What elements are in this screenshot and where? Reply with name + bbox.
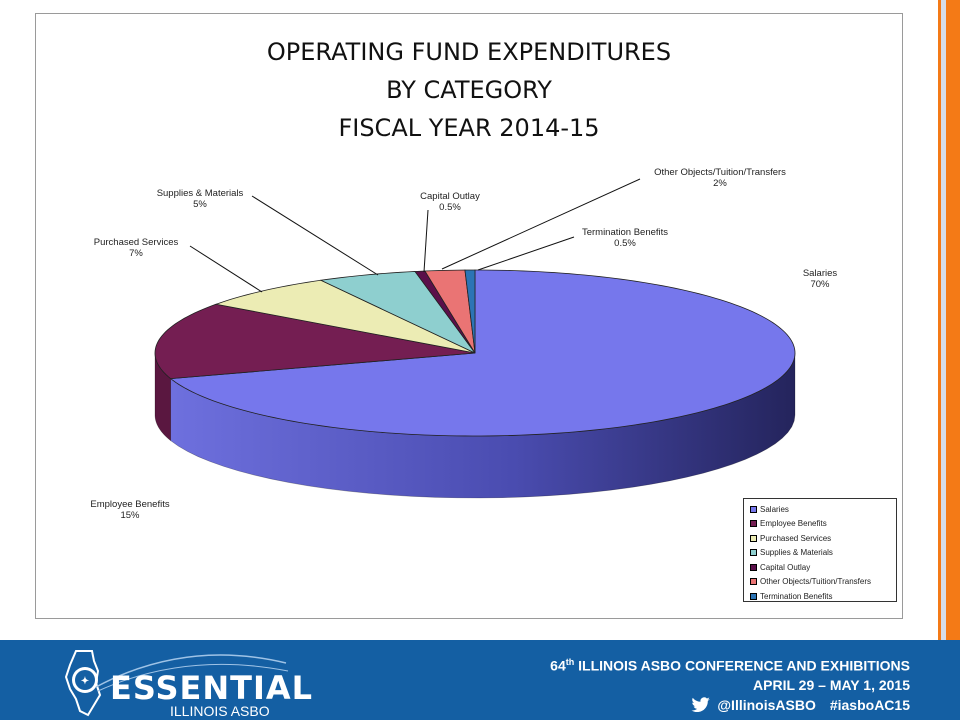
chart-legend: Salaries Employee Benefits Purchased Servi… (743, 498, 897, 602)
leader-line-termination-benefits (477, 236, 575, 271)
conference-ordinal: th (565, 657, 575, 667)
data-label-name-capital-outlay: Capital Outlay (420, 191, 480, 202)
legend-item-salaries: Salaries (750, 502, 896, 517)
legend-label: Other Objects/Tuition/Transfers (760, 577, 871, 587)
legend-swatch (750, 534, 757, 542)
data-label-value-capital-outlay: 0.5% (439, 202, 461, 213)
legend-swatch (750, 549, 757, 557)
legend-label: Employee Benefits (760, 519, 827, 529)
legend-label: Supplies & Materials (760, 548, 833, 558)
legend-label: Salaries (760, 504, 789, 514)
chart-title-line-3: FISCAL YEAR 2014-15 (338, 114, 600, 142)
event-hashtag: #iasboAC15 (829, 697, 910, 713)
conference-dates: APRIL 29 – MAY 1, 2015 (753, 677, 910, 693)
legend-item-supplies-materials: Supplies & Materials (750, 546, 896, 561)
legend-label: Termination Benefits (760, 591, 833, 601)
data-label-value-termination-benefits: 0.5% (614, 238, 636, 249)
twitter-bird-icon (691, 697, 711, 713)
leader-line-other-objects-tuition-transfers (441, 178, 641, 270)
accent-stripe-inner (938, 0, 941, 640)
leader-line-capital-outlay (423, 209, 429, 273)
data-label-name-employee-benefits: Employee Benefits (90, 499, 169, 510)
svg-text:✦: ✦ (81, 676, 89, 687)
data-label-name-supplies-materials: Supplies & Materials (157, 188, 244, 199)
accent-stripe (946, 0, 960, 640)
accent-stripe-gap (941, 0, 946, 640)
legend-item-other-objects-tuition-transfers: Other Objects/Tuition/Transfers (750, 575, 896, 590)
essential-logo: ✦ ESSENTIAL ILLINOIS ASBO (36, 645, 312, 719)
conference-title: ILLINOIS ASBO CONFERENCE AND EXHIBITIONS (574, 657, 910, 674)
illinois-state-icon: ✦ (64, 650, 289, 717)
data-label-value-salaries: 70% (810, 279, 830, 290)
legend-label: Purchased Services (760, 533, 832, 543)
legend-swatch (750, 578, 757, 586)
pie-slice-other-objects-tuition-transfers (424, 269, 476, 354)
twitter-handle: @IllinoisASBO (717, 697, 816, 713)
legend-swatch (750, 505, 757, 513)
data-label-name-termination-benefits: Termination Benefits (582, 227, 668, 238)
legend-swatch (750, 563, 757, 571)
legend-label: Capital Outlay (760, 562, 811, 572)
data-label-name-purchased-services: Purchased Services (94, 237, 179, 248)
data-label-value-supplies-materials: 5% (193, 199, 207, 210)
logo-subtitle: ILLINOIS ASBO (170, 703, 270, 719)
logo-wordmark: ESSENTIAL (110, 669, 314, 707)
data-label-value-purchased-services: 7% (129, 248, 143, 259)
pie-slice-employee-benefits (154, 303, 476, 380)
data-label-name-salaries: Salaries (803, 268, 838, 279)
chart-title-line-1: OPERATING FUND EXPENDITURES (266, 38, 672, 66)
legend-item-termination-benefits: Termination Benefits (750, 589, 896, 604)
leader-line-purchased-services (189, 245, 263, 293)
pie-slice-purchased-services (214, 279, 476, 354)
data-label-value-employee-benefits: 15% (120, 510, 140, 521)
data-label-name-other-objects-tuition-transfers: Other Objects/Tuition/Transfers (654, 167, 786, 178)
legend-item-employee-benefits: Employee Benefits (750, 517, 896, 532)
chart-title: OPERATING FUND EXPENDITURES BY CATEGORY … (35, 33, 903, 147)
pie-slice-termination-benefits (464, 269, 476, 354)
legend-swatch (750, 520, 757, 528)
pie-slice-supplies-materials (319, 271, 476, 354)
legend-item-capital-outlay: Capital Outlay (750, 560, 896, 575)
social-handles: @IllinoisASBO #iasboAC15 (691, 697, 910, 713)
pie-slice-salaries (169, 269, 796, 437)
conference-number: 64 (550, 657, 566, 674)
legend-item-purchased-services: Purchased Services (750, 531, 896, 546)
conference-name: 64th ILLINOIS ASBO CONFERENCE AND EXHIBI… (550, 657, 910, 674)
leader-line-supplies-materials (251, 195, 379, 276)
chart-title-line-2: BY CATEGORY (386, 76, 552, 104)
footer-banner: ✦ ESSENTIAL ILLINOIS ASBO 64th ILLINOIS … (0, 640, 960, 720)
data-label-value-other-objects-tuition-transfers: 2% (713, 178, 727, 189)
legend-swatch (750, 592, 757, 600)
